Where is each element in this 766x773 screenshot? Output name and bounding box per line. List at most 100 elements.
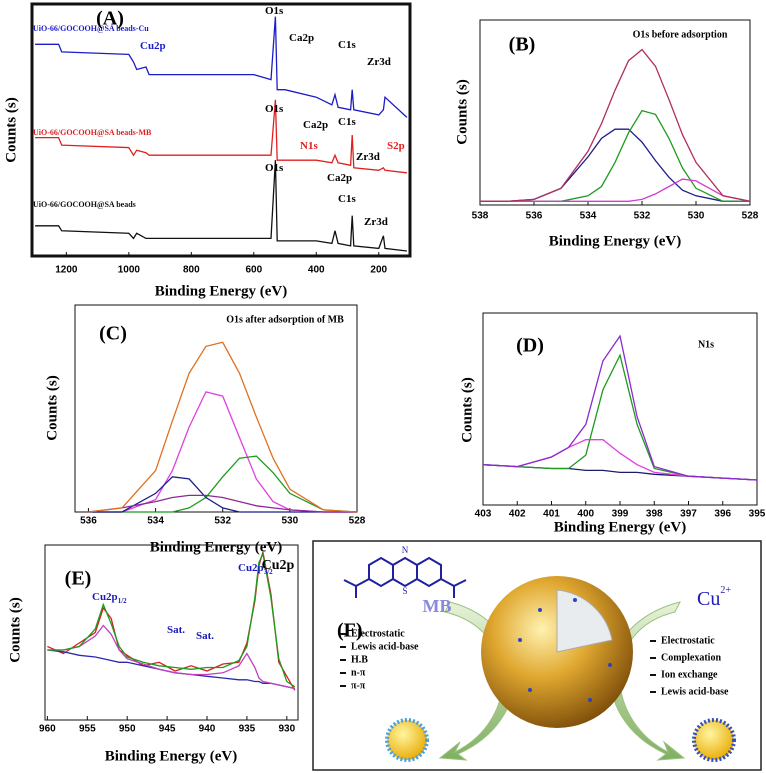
peak-text: Cu2p — [92, 591, 118, 603]
x-axis-label: Binding Energy (eV) — [150, 539, 283, 555]
peak-text: Ca2p — [289, 32, 314, 44]
bullet — [340, 633, 346, 635]
x-tick-label: 200 — [370, 265, 387, 276]
x-tick-label: 528 — [742, 211, 759, 222]
cu-text: Cu — [697, 588, 720, 610]
spectrum-line — [88, 341, 358, 513]
spectrum-line — [88, 494, 357, 513]
x-axis-label: Binding Energy (eV) — [554, 519, 687, 535]
plot-frame — [30, 2, 412, 258]
peak-label: Zr3d — [364, 216, 388, 228]
x-tick-label: 955 — [79, 724, 96, 735]
spectrum-line — [88, 455, 358, 513]
series-label: UiO-66/GOCOOH@SA beads — [33, 200, 136, 209]
x-tick-label: 400 — [308, 265, 325, 276]
bullet — [340, 646, 346, 648]
peak-subscript: 3/2 — [264, 568, 273, 576]
x-axis-label: Binding Energy (eV) — [155, 283, 288, 299]
diagram-panel: N S (F) MB Cu2+ Electrostatic Lewis acid-… — [312, 540, 762, 771]
x-tick-label: 945 — [159, 724, 176, 735]
plot-frame — [479, 19, 751, 206]
peak-label: Cu2p3/2 — [238, 562, 273, 576]
x-axis-label: Binding Energy (eV) — [105, 748, 238, 764]
peak-label: C1s — [338, 193, 356, 205]
peak-text: C1s — [338, 193, 356, 205]
peak-label: Ca2p — [327, 172, 352, 184]
spectrum-line — [480, 48, 751, 202]
chart-panel: 403 402 401 400 399 398 397 396 395 Binding Energ… — [459, 312, 766, 535]
peak-text: Sat. — [196, 630, 214, 642]
mb-label: MB — [423, 596, 452, 616]
x-tick-label: 1200 — [55, 265, 78, 276]
cu-bead — [692, 718, 736, 762]
atom-label: S — [402, 586, 407, 596]
x-tick-label: 600 — [245, 265, 262, 276]
x-tick-label: 536 — [526, 211, 543, 222]
peak-text: Zr3d — [356, 151, 380, 163]
peak-text: S2p — [387, 140, 405, 152]
peak-text: Ca2p — [303, 119, 328, 131]
peak-label: Ca2p — [289, 32, 314, 44]
cu-label: Cu2+ — [697, 585, 731, 609]
peak-text: Ca2p — [327, 172, 352, 184]
bullet — [340, 659, 346, 661]
mechanism-item: Electrostatic — [661, 635, 715, 646]
spectrum-line — [482, 353, 758, 481]
x-tick-label: 395 — [749, 509, 766, 520]
peak-text: O1s — [265, 162, 284, 174]
mb-molecule — [343, 556, 467, 598]
panel-label: (F) — [337, 620, 363, 642]
spectrum-line — [88, 476, 357, 513]
y-axis-label: Counts (s) — [454, 79, 470, 144]
spectrum-line — [482, 439, 758, 481]
peak-label: Sat. — [167, 624, 185, 636]
chart-panel: 960 955 950 945 940 935 930 Binding Energy (eV)… — [7, 544, 299, 764]
peak-text: Cu2p — [140, 40, 166, 52]
bullet — [650, 640, 656, 642]
spectrum-line — [47, 624, 295, 690]
panel-title: N1s — [698, 339, 714, 350]
peak-label: Zr3d — [367, 56, 391, 68]
peak-text: O1s — [265, 5, 284, 17]
peak-label: N1s — [300, 140, 318, 152]
spectrum-line — [482, 334, 758, 481]
mechanism-item: π-π — [351, 680, 366, 691]
panel-title: O1s after adsorption of MB — [226, 314, 344, 325]
x-tick-label: 534 — [580, 211, 597, 222]
bullet — [340, 685, 346, 687]
x-tick-label: 398 — [646, 509, 663, 520]
spectrum-line — [35, 99, 407, 174]
chart-panel: 538 536 534 532 530 528 Binding Energy (eV) Cou… — [454, 19, 759, 249]
panel-label: (C) — [99, 323, 127, 345]
peak-label: O1s — [265, 5, 284, 17]
y-axis-label: Counts (s) — [7, 597, 23, 662]
x-tick-label: 530 — [282, 516, 299, 527]
series-label: UiO-66/GOCOOH@SA beads-MB — [33, 128, 152, 137]
peak-label: C1s — [338, 116, 356, 128]
x-tick-label: 960 — [39, 724, 56, 735]
chart-panel: 1200 1000 800 600 400 200 UiO-66/GOCOOH@SA bea… — [3, 2, 412, 299]
cu-charge: 2+ — [720, 585, 731, 596]
x-tick-label: 930 — [278, 724, 295, 735]
peak-text: O1s — [265, 103, 284, 115]
peak-label: Cu2p — [140, 40, 166, 52]
atom-label: N — [402, 545, 409, 555]
mb-bead — [385, 718, 429, 762]
panel-label: (A) — [96, 8, 124, 30]
plot-frame — [74, 304, 358, 513]
x-tick-label: 935 — [239, 724, 256, 735]
bullet — [650, 691, 656, 693]
peak-label: C1s — [338, 39, 356, 51]
peak-label: Cu2p1/2 — [92, 591, 127, 605]
plot-frame — [44, 544, 299, 721]
x-tick-label: 950 — [119, 724, 136, 735]
spectrum-line — [35, 160, 407, 252]
x-tick-label: 400 — [577, 509, 594, 520]
y-axis-label: Counts (s) — [3, 97, 19, 162]
panel-label: (D) — [516, 335, 544, 357]
mechanism-item: n-π — [351, 667, 366, 678]
spectrum-line — [480, 178, 751, 202]
peak-subscript: 1/2 — [118, 597, 127, 605]
bead-dots — [518, 598, 612, 702]
